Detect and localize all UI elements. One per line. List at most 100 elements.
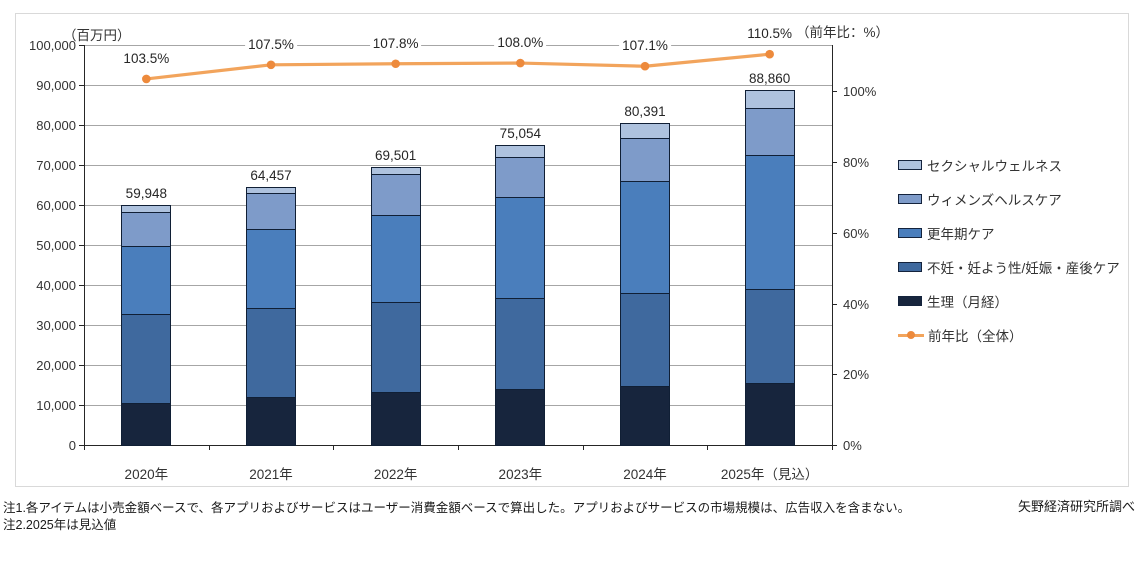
legend-swatch-icon — [898, 296, 922, 306]
bottom-tick — [458, 445, 459, 450]
right-axis-tick-label: 0% — [843, 438, 862, 453]
x-axis-category-label: 2020年 — [124, 467, 169, 482]
gridline — [84, 205, 832, 206]
bar-segment — [744, 382, 795, 446]
x-axis-category-label: 2021年 — [249, 467, 293, 482]
gridline — [84, 125, 832, 126]
bar-segment — [121, 245, 172, 316]
yoy-percent-label: 108.0% — [494, 35, 547, 51]
bar-segment — [495, 389, 546, 446]
legend-label: セクシャルウェルネス — [927, 159, 1062, 174]
source-credit: 矢野経済研究所調べ — [1017, 499, 1135, 514]
left-tick — [79, 85, 84, 86]
right-axis-tick-label: 80% — [843, 155, 870, 171]
bar-segment — [246, 229, 296, 309]
right-tick — [833, 303, 837, 305]
left-axis-tick-label: 70,000 — [36, 158, 76, 173]
bar-segment — [620, 180, 670, 294]
bar-total-label: 75,054 — [499, 125, 541, 141]
yoy-percent-label: 107.1% — [619, 39, 671, 54]
left-axis-tick-label: 60,000 — [36, 198, 76, 213]
chart-legend: セクシャルウェルネス ウィメンズヘルスケア 更年期ケア不妊・妊よう性/妊娠・産後ケア… — [898, 155, 1130, 365]
legend-label: 不妊・妊よう性/妊娠・産後ケア — [927, 261, 1120, 276]
yoy-line-series — [142, 49, 774, 84]
yoy-line-marker — [516, 58, 525, 68]
bar-segment — [121, 205, 172, 214]
bar-segment — [620, 123, 670, 140]
right-tick — [833, 445, 837, 446]
bar-segment — [370, 392, 421, 446]
yoy-line-marker — [142, 74, 151, 84]
yoy-percent-label: 103.5% — [120, 51, 173, 67]
bottom-tick — [84, 445, 85, 450]
gridline — [84, 85, 832, 86]
left-axis-line — [84, 45, 85, 446]
left-axis-tick-label: 50,000 — [36, 238, 76, 253]
legend-label: 更年期ケア — [927, 227, 995, 242]
legend-item: 生理（月経） — [898, 291, 1008, 311]
legend-swatch-icon — [898, 228, 922, 238]
bottom-tick — [582, 445, 584, 450]
left-axis-title: （百万円） — [63, 28, 131, 43]
bar-total-label: 64,457 — [250, 168, 292, 184]
gridline — [84, 285, 832, 286]
left-tick — [79, 205, 84, 206]
left-axis-tick-label: 90,000 — [36, 78, 76, 93]
bar-segment — [246, 307, 296, 398]
bar-segment — [370, 174, 421, 216]
legend-item: ウィメンズヘルスケア — [898, 189, 1062, 209]
legend-swatch-icon — [898, 194, 922, 204]
left-axis-tick-label: 10,000 — [36, 398, 76, 413]
left-tick — [79, 45, 84, 46]
yoy-line-marker — [266, 60, 276, 70]
gridline — [84, 245, 832, 246]
legend-line-marker-icon — [898, 330, 924, 340]
left-axis-tick-label: 80,000 — [36, 118, 76, 133]
left-tick — [79, 125, 84, 126]
right-axis-title: （前年比：%） — [796, 25, 890, 40]
left-axis-tick-label: 0 — [68, 438, 76, 453]
bar-total-label: 59,948 — [125, 186, 167, 202]
bar-segment — [121, 314, 172, 405]
x-axis-category-label: 2025年（見込） — [720, 467, 819, 482]
bar-segment — [744, 107, 795, 157]
bar-segment — [744, 289, 795, 384]
yoy-line — [146, 52, 770, 81]
bottom-tick — [333, 445, 335, 450]
legend-item: 不妊・妊よう性/妊娠・産後ケア — [898, 257, 1120, 277]
left-tick — [79, 405, 84, 406]
x-axis-category-label: 2022年 — [373, 467, 418, 482]
right-axis-tick-label: 20% — [843, 367, 870, 383]
right-axis-tick-label: 60% — [843, 225, 870, 241]
left-tick — [79, 365, 84, 366]
gridline — [84, 405, 832, 406]
gridline — [84, 325, 832, 326]
left-axis-tick-label: 40,000 — [36, 278, 76, 293]
legend-label: 生理（月経） — [927, 295, 1008, 310]
gridline — [84, 45, 832, 46]
yoy-line-marker — [640, 61, 650, 71]
right-tick — [833, 91, 837, 93]
legend-swatch-icon — [898, 160, 922, 170]
legend-item: セクシャルウェルネス — [898, 155, 1062, 175]
yoy-percent-label: 107.5% — [245, 37, 297, 52]
left-tick — [79, 325, 84, 326]
bar-total-label: 88,860 — [749, 70, 791, 86]
x-axis-category-label: 2023年 — [498, 467, 543, 482]
legend-label: ウィメンズヘルスケア — [927, 193, 1062, 208]
left-axis-tick-label: 30,000 — [36, 318, 76, 333]
left-tick — [79, 245, 84, 246]
footnote-2: 注2.2025年は見込値 — [3, 518, 117, 532]
chart-frame — [15, 13, 1129, 487]
gridline — [84, 165, 832, 166]
legend-item: 前年比（全体） — [898, 325, 1023, 345]
bar-total-label: 69,501 — [375, 147, 417, 163]
footnote-1: 注1.各アイテムは小売金額ベースで、各アプリおよびサービスはユーザー消費金額ベー… — [3, 501, 911, 515]
bar-segment — [495, 297, 546, 391]
right-axis-tick-label: 40% — [843, 296, 870, 312]
bar-segment — [246, 187, 296, 194]
legend-label: 前年比（全体） — [928, 329, 1023, 344]
left-axis-tick-label: 100,000 — [29, 38, 76, 53]
